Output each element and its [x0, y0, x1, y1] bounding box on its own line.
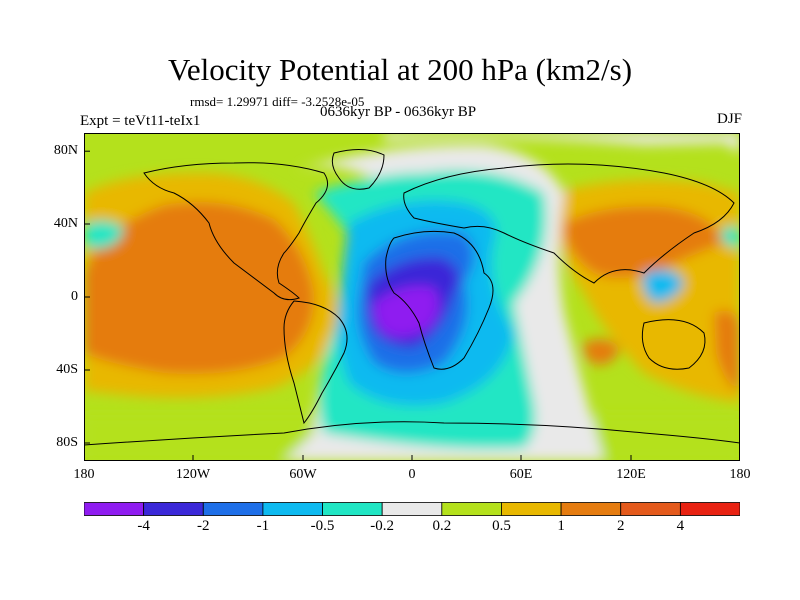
velocity-potential-map — [84, 133, 740, 461]
colorbar-label: 2 — [616, 518, 625, 534]
coastline-north-america — [143, 162, 329, 301]
lon-label-60e: 60E — [509, 467, 533, 482]
lon-label-120w: 120W — [175, 467, 211, 482]
colorbar-swatch — [441, 502, 502, 516]
contour-darkorange-indian — [583, 338, 620, 365]
lon-label-120e: 120E — [616, 467, 646, 482]
coastline-eurasia — [403, 163, 735, 284]
lat-label-80s: 80S — [56, 435, 78, 450]
colorbar — [84, 502, 740, 516]
colorbar-label: -0.5 — [310, 518, 335, 534]
contour-neutral-arctic — [384, 133, 740, 153]
colorbar-label: 0.5 — [492, 518, 511, 534]
contour-darkorange-asia — [564, 206, 724, 278]
coastline-south-america — [283, 300, 348, 425]
colorbar-swatch — [620, 502, 681, 516]
coastline-antarctica — [84, 421, 740, 461]
lon-label-60w: 60W — [289, 467, 317, 482]
period-label: 0636kyr BP - 0636kyr BP — [320, 104, 477, 120]
colorbar-label: 1 — [557, 518, 565, 534]
coastline-greenland — [331, 149, 385, 190]
colorbar-swatch — [84, 502, 145, 516]
map-title: Velocity Potential at 200 hPa (km2/s) — [167, 52, 633, 87]
lon-label-0: 0 — [408, 467, 416, 482]
colorbar-swatch — [381, 502, 443, 516]
contour-purple — [373, 286, 439, 337]
lat-label-40n: 40N — [53, 216, 78, 231]
colorbar-swatch — [143, 502, 204, 516]
lon-label-180e: 180 — [729, 467, 751, 482]
colorbar-label: -1 — [256, 518, 270, 534]
contour-cyan-maritime — [642, 269, 684, 303]
colorbar-swatch — [202, 502, 264, 516]
colorbar-swatch — [679, 502, 740, 516]
rmsd-stats: rmsd= 1.29971 diff= -3.2528e-05 — [190, 94, 365, 109]
coastline-africa — [385, 230, 494, 370]
colorbar-swatch — [560, 502, 622, 516]
colorbar-swatch — [501, 502, 562, 516]
lat-label-80n: 80N — [53, 143, 78, 158]
colorbar-label: -0.2 — [370, 518, 395, 534]
map-frame — [84, 133, 740, 461]
coastlines — [84, 149, 740, 461]
contour-darkorange-pacific-west — [84, 202, 315, 374]
coastline-australia — [641, 319, 706, 370]
experiment-label: Expt = teVt11-teIx1 — [80, 113, 201, 129]
lat-label-40s: 40S — [56, 362, 78, 377]
contour-cyan-westpacific — [84, 220, 124, 249]
colorbar-label: 0.2 — [432, 518, 452, 534]
colorbar-swatch — [262, 502, 323, 516]
lon-label-180w: 180 — [73, 467, 95, 482]
colorbar-label: -4 — [137, 518, 150, 534]
lat-label-0: 0 — [71, 289, 78, 304]
contour-cyan-eastpacific — [720, 226, 740, 249]
season-label: DJF — [716, 111, 742, 127]
colorbar-label: -2 — [197, 518, 210, 534]
contour-darkorange-east-edge — [714, 310, 740, 393]
colorbar-label: 4 — [676, 518, 685, 534]
colorbar-swatch — [322, 502, 383, 516]
